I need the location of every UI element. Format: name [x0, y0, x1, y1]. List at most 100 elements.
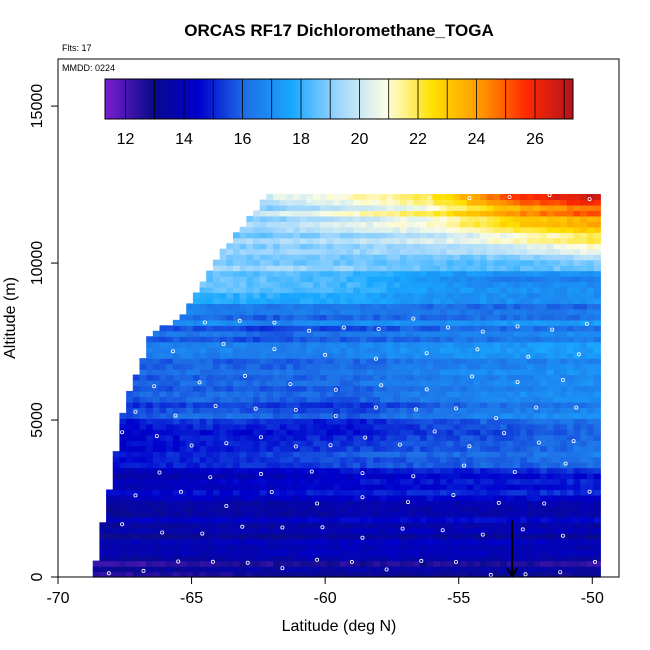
colorbar-segment	[175, 79, 179, 119]
heatmap-cell	[486, 292, 495, 299]
heatmap-cell	[333, 571, 341, 578]
heatmap-cell	[192, 538, 201, 545]
heatmap-cell	[540, 215, 548, 222]
heatmap-cell	[293, 396, 301, 403]
heatmap-cell	[386, 281, 394, 288]
heatmap-cell	[112, 511, 121, 518]
heatmap-cell	[333, 358, 341, 365]
heatmap-cell	[513, 516, 521, 523]
heatmap-cell	[399, 434, 408, 441]
heatmap-cell	[546, 199, 555, 206]
heatmap-cell	[132, 418, 141, 425]
heatmap-cell	[379, 390, 388, 398]
heatmap-cell	[526, 505, 535, 512]
heatmap-cell	[533, 336, 541, 343]
heatmap-cell	[273, 538, 281, 545]
heatmap-cell	[473, 462, 481, 469]
heatmap-cell	[279, 287, 288, 294]
heatmap-cell	[313, 390, 321, 398]
heatmap-cell	[493, 412, 501, 419]
heatmap-cell	[373, 303, 381, 310]
colorbar-tick-label: 26	[526, 131, 544, 148]
heatmap-cell	[500, 254, 508, 261]
colorbar-segment	[397, 79, 401, 119]
heatmap-cell	[359, 462, 368, 469]
heatmap-cell	[186, 549, 194, 556]
heatmap-cell	[553, 287, 561, 294]
heatmap-cell	[540, 226, 548, 233]
colorbar-segment	[491, 79, 495, 119]
heatmap-cell	[359, 259, 368, 266]
heatmap-cell	[379, 221, 388, 228]
heatmap-cell	[393, 281, 401, 288]
heatmap-cell	[560, 555, 568, 562]
heatmap-cell	[379, 308, 388, 315]
heatmap-cell	[419, 566, 428, 573]
heatmap-cell	[166, 549, 174, 556]
heatmap-cell	[239, 544, 247, 551]
heatmap-cell	[553, 423, 561, 430]
heatmap-cell	[119, 440, 127, 447]
heatmap-cell	[346, 232, 354, 239]
colorbar-frame	[104, 78, 574, 120]
heatmap-cell	[586, 297, 595, 305]
heatmap-cell	[286, 358, 294, 365]
heatmap-cell	[573, 473, 581, 480]
heatmap-cell	[232, 473, 241, 480]
sample-point	[387, 196, 392, 201]
heatmap-cell	[406, 308, 414, 315]
heatmap-cell	[446, 308, 454, 315]
heatmap-cell	[139, 396, 147, 403]
colorbar-segment	[140, 79, 144, 119]
heatmap-cell	[239, 358, 247, 365]
heatmap-cell	[179, 412, 187, 419]
heatmap-cell	[500, 560, 508, 567]
colorbar-segment	[403, 79, 407, 119]
heatmap-cell	[186, 412, 194, 419]
heatmap-cell	[506, 516, 515, 523]
heatmap-cell	[553, 478, 561, 485]
heatmap-cell	[379, 281, 388, 288]
heatmap-cell	[493, 193, 501, 201]
heatmap-cell	[460, 287, 468, 294]
colorbar-segment	[257, 79, 261, 119]
heatmap-cell	[540, 516, 548, 523]
heatmap-cell	[273, 434, 281, 441]
heatmap-cell	[199, 292, 207, 299]
heatmap-cell	[259, 259, 267, 266]
heatmap-cell	[326, 221, 334, 228]
heatmap-cell	[166, 434, 174, 441]
heatmap-cell	[513, 544, 521, 551]
heatmap-cell	[520, 221, 528, 228]
heatmap-cell	[226, 325, 234, 332]
heatmap-cell	[152, 533, 161, 540]
heatmap-cell	[413, 429, 421, 436]
heatmap-cell	[546, 494, 555, 501]
heatmap-cell	[500, 325, 508, 332]
colorbar-segment	[239, 79, 243, 119]
heatmap-cell	[379, 560, 388, 567]
heatmap-cell	[446, 369, 454, 376]
heatmap-cell	[326, 204, 334, 212]
heatmap-cell	[446, 341, 454, 348]
heatmap-cell	[500, 483, 508, 491]
heatmap-cell	[399, 560, 408, 567]
heatmap-cell	[339, 412, 348, 419]
heatmap-cell	[500, 505, 508, 512]
heatmap-cell	[313, 336, 321, 343]
sample-point	[258, 471, 263, 476]
colorbar-segment	[210, 79, 214, 119]
heatmap-cell	[126, 571, 134, 578]
heatmap-cell	[112, 538, 121, 545]
heatmap-cell	[453, 193, 461, 201]
heatmap-cell	[259, 396, 267, 403]
heatmap-cell	[339, 451, 348, 458]
heatmap-cell	[293, 292, 301, 299]
heatmap-cell	[266, 374, 274, 381]
heatmap-cell	[480, 566, 488, 573]
heatmap-cell	[253, 418, 261, 425]
heatmap-cell	[192, 401, 201, 408]
heatmap-cell	[366, 434, 374, 441]
heatmap-cell	[359, 221, 368, 228]
heatmap-cell	[386, 363, 394, 370]
